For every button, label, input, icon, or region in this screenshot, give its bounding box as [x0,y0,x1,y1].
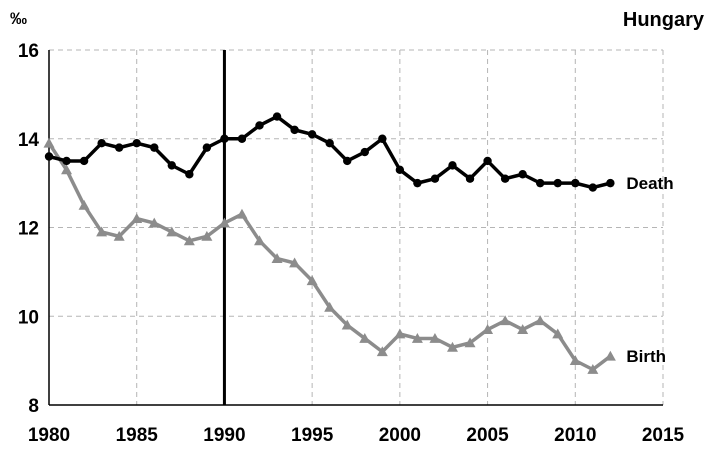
death-data-point [430,174,440,183]
birth-data-point [569,355,581,366]
death-data-point [62,156,71,166]
birth-data-point [604,350,616,361]
death-data-point [132,138,141,148]
death-data-point [378,134,387,143]
series-group: Birth Death [43,112,674,374]
death-data-point [185,170,194,179]
death-data-point [413,178,422,188]
birth-data-point [236,208,248,219]
birth-data-point [254,235,266,246]
birth-data-point [201,230,213,241]
birth-data-point [499,315,511,326]
death-data-point [272,112,282,121]
death-data-point [220,134,229,143]
y-tick-labels: 8 10 12 14 16 [18,41,40,417]
birth-data-point [43,137,55,148]
death-data-point [465,174,475,183]
birth-series-label: Birth [626,347,666,366]
chart-title: Hungary [623,9,705,31]
birth-data-point [78,199,90,210]
death-data-point [237,134,247,143]
death-series-line [48,114,611,190]
birth-data-point [587,364,599,374]
birth-data-point [271,253,283,263]
birth-data-point [552,328,564,339]
death-data-point [325,138,334,148]
death-data-point [500,174,510,183]
birth-data-point [411,332,423,343]
y-tick-label: 14 [18,130,40,151]
y-tick-label: 8 [28,396,39,417]
birth-data-point [517,324,529,334]
x-tick-label: 1985 [116,425,159,446]
birth-data-point [324,301,336,312]
x-tick-label: 1980 [28,425,70,446]
birth-data-point [166,226,178,237]
birth-data-point [464,337,476,348]
death-data-point [150,143,159,152]
birth-data-point [96,226,108,237]
x-tick-labels: 1980 1985 1990 1995 2000 2005 2010 2015 [28,425,685,446]
birth-data-point [359,332,371,343]
death-data-point [167,161,176,170]
grid-lines [49,49,664,405]
birth-data-point [289,257,301,268]
birth-data-point [446,341,458,352]
death-data-point [571,178,580,188]
death-data-point [360,147,369,157]
birth-data-point [534,315,546,326]
death-data-point [97,138,106,148]
death-data-point [483,156,492,166]
death-data-point [606,178,615,188]
birth-data-point [306,275,318,286]
x-tick-label: 2000 [379,425,421,446]
death-data-point [290,125,299,135]
death-data-point [588,183,598,192]
death-data-point [202,143,212,152]
birth-data-point [218,217,230,228]
x-tick-label: 2005 [466,425,509,446]
death-data-point [395,165,405,175]
birth-data-point [183,235,195,246]
x-tick-label: 2015 [642,425,685,446]
y-tick-label: 12 [18,219,39,240]
death-data-point [255,121,264,130]
death-data-point [448,161,457,170]
birth-data-point [113,230,125,241]
x-tick-label: 2010 [554,425,596,446]
x-tick-label: 1990 [203,425,245,446]
birth-data-point [394,328,406,339]
birth-data-point [341,319,353,330]
death-data-point [343,156,352,166]
birth-data-point [131,213,143,224]
x-tick-label: 1995 [291,425,334,446]
birth-data-point [429,332,441,343]
birth-data-point [482,324,494,334]
y-axis-unit: ‰ [10,9,27,28]
death-data-point [307,130,317,139]
death-data-point [44,152,54,161]
death-data-point [79,156,89,166]
death-data-point [114,143,124,152]
y-tick-label: 16 [18,41,39,62]
birth-data-point [376,346,388,357]
death-data-point [518,170,527,179]
y-tick-label: 10 [18,307,39,328]
death-series-label: Death [626,174,673,193]
birth-data-point [61,164,73,175]
death-data-point [553,178,562,188]
birth-data-point [148,217,160,228]
death-data-point [536,178,545,188]
